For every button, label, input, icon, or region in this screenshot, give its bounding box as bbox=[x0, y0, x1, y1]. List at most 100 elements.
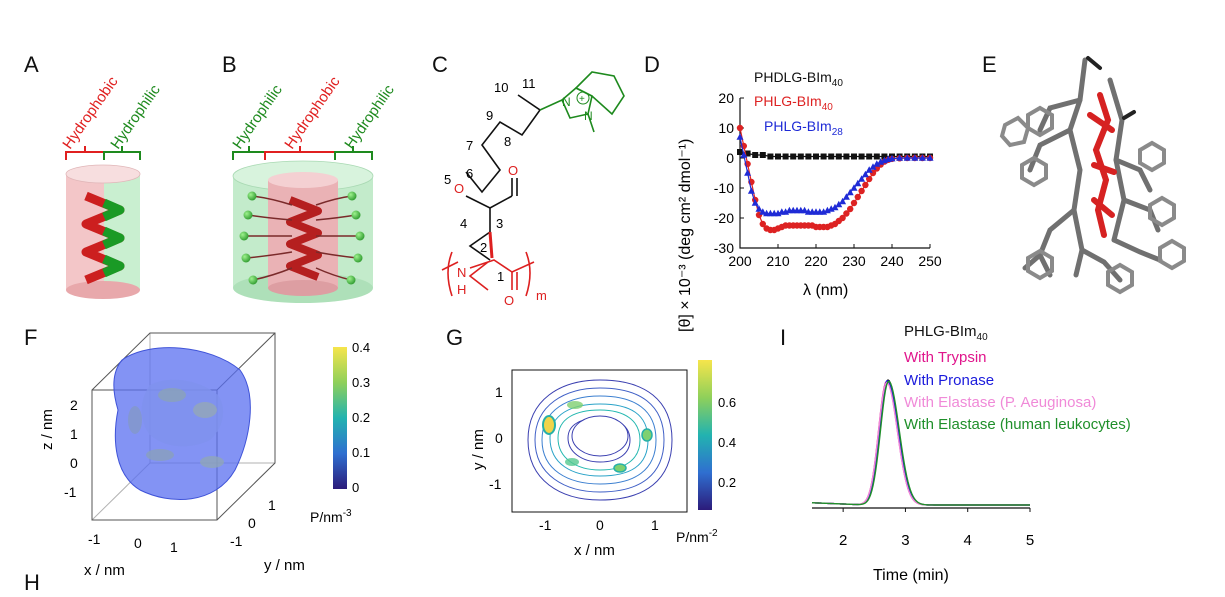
panel-letter-c: C bbox=[432, 52, 448, 77]
panel-i-chart: 2 3 4 5 Time (min) PHLG-BIm40 With Trypsin … bbox=[811, 323, 1131, 584]
atom-n-amide: N bbox=[457, 265, 466, 280]
d-point bbox=[782, 153, 789, 160]
d-point bbox=[839, 197, 847, 205]
carbon-number-9: 9 bbox=[486, 108, 493, 123]
panel-e-molecule bbox=[999, 56, 1186, 295]
d-ytick-label: -30 bbox=[714, 240, 734, 256]
d-point bbox=[751, 199, 759, 206]
carbon-number-11: 11 bbox=[522, 76, 536, 91]
f-cbar-tick-0.4: 0.4 bbox=[352, 340, 370, 355]
chart-f-zlabel: z / nm bbox=[39, 409, 56, 450]
g-ytick-m1: -1 bbox=[489, 476, 502, 492]
d-ytick-label: -20 bbox=[714, 210, 734, 226]
legend-i-elastase-hl: With Elastase (human leukocytes) bbox=[904, 416, 1131, 433]
d-point bbox=[858, 153, 865, 160]
f-ztick-1: 1 bbox=[70, 426, 78, 442]
label-hydrophilic-b-left: Hydrophilic bbox=[229, 81, 286, 152]
f-ytick-m1: -1 bbox=[230, 533, 243, 549]
d-point bbox=[858, 187, 865, 195]
d-point bbox=[747, 187, 755, 194]
d-point bbox=[744, 169, 752, 176]
d-point bbox=[813, 153, 819, 160]
g-cbar-tick-0.2: 0.2 bbox=[718, 475, 736, 490]
f-ztick-0: 0 bbox=[70, 455, 78, 471]
atom-n-methyl: N bbox=[584, 109, 593, 123]
d-point bbox=[846, 188, 854, 196]
d-point bbox=[896, 154, 904, 161]
d-point bbox=[843, 153, 850, 160]
chart-f-ylabel: y / nm bbox=[264, 557, 305, 574]
d-point bbox=[926, 154, 934, 161]
carbon-number-6: 6 bbox=[466, 166, 473, 181]
panel-letter-g: G bbox=[446, 325, 463, 350]
chart-d-series bbox=[736, 124, 934, 234]
d-point bbox=[842, 193, 850, 200]
d-point bbox=[865, 166, 873, 173]
legend-i-elastase-pa: With Elastase (P. Aeuginosa) bbox=[904, 394, 1096, 411]
panel-f-3d-plot: 2 1 0 -1 -1 0 1 -1 0 1 z / nm x / nm y /… bbox=[39, 332, 370, 579]
chart-d-ticks: 200 210 220 230 240 250 20 10 0 -10 -20 -30 bbox=[714, 90, 942, 269]
d-point bbox=[744, 150, 751, 157]
d-point bbox=[752, 152, 759, 158]
d-point bbox=[858, 175, 866, 182]
g-ytick-0: 0 bbox=[495, 430, 503, 446]
d-point bbox=[866, 175, 873, 183]
legend-d-phlg-28: PHLG-BIm28 bbox=[764, 118, 843, 138]
chart-i-ticks: 2 3 4 5 bbox=[839, 508, 1034, 549]
panel-letter-e: E bbox=[982, 52, 997, 77]
carbon-number-3: 3 bbox=[496, 216, 503, 231]
d-ytick-label: 10 bbox=[718, 120, 734, 136]
d-point bbox=[881, 153, 888, 160]
d-point bbox=[790, 153, 797, 160]
d-point bbox=[854, 193, 861, 201]
chart-i-legend: PHLG-BIm40 With Trypsin With Pronase Wit… bbox=[904, 323, 1131, 433]
chart-f-xlabel: x / nm bbox=[84, 562, 125, 579]
d-point bbox=[759, 208, 767, 215]
i-xtick-label: 3 bbox=[901, 532, 909, 549]
panel-a: Hydrophobic Hydrophilic bbox=[59, 73, 164, 299]
colorbar-f bbox=[333, 347, 347, 489]
g-xtick-m1: -1 bbox=[539, 517, 552, 533]
f-xtick-m1: -1 bbox=[88, 531, 101, 547]
carbon-number-1: 1 bbox=[497, 269, 504, 284]
carbon-number-4: 4 bbox=[460, 216, 467, 231]
d-point bbox=[736, 133, 744, 140]
panel-b: Hydrophilic Hydrophobic Hydrophilic bbox=[229, 73, 398, 303]
g-xtick-1: 1 bbox=[651, 517, 659, 533]
panel-letter-h: H bbox=[24, 570, 40, 595]
d-point bbox=[854, 179, 862, 187]
colorbar-g bbox=[698, 360, 712, 510]
d-point bbox=[862, 181, 869, 189]
carbon-number-5: 5 bbox=[444, 172, 451, 187]
d-point bbox=[759, 152, 766, 158]
d-point bbox=[767, 153, 774, 160]
colorbar-f-ticks: 0.4 0.3 0.2 0.1 0 bbox=[352, 340, 370, 495]
density-isosurface bbox=[113, 347, 251, 500]
d-point bbox=[755, 205, 763, 212]
d-point bbox=[775, 153, 781, 160]
d-point bbox=[847, 205, 854, 213]
label-hydrophilic-b-right: Hydrophilic bbox=[341, 81, 398, 152]
contour-hotspots bbox=[542, 401, 653, 473]
d-point bbox=[843, 210, 850, 217]
d-point bbox=[850, 199, 858, 207]
carbon-number-8: 8 bbox=[504, 134, 511, 149]
f-ytick-0: 0 bbox=[248, 515, 256, 531]
d-point bbox=[866, 153, 873, 160]
chart-g-xlabel: x / nm bbox=[574, 542, 615, 559]
i-xtick-label: 4 bbox=[964, 532, 972, 549]
d-point bbox=[797, 153, 804, 160]
i-series-line-4 bbox=[811, 380, 1030, 506]
d-xtick-label: 250 bbox=[918, 253, 942, 269]
d-point bbox=[903, 154, 911, 161]
carbon-number-10: 10 bbox=[494, 80, 508, 95]
i-xtick-label: 5 bbox=[1026, 532, 1034, 549]
d-point bbox=[835, 200, 843, 208]
g-cbar-tick-0.4: 0.4 bbox=[718, 435, 736, 450]
panel-letter-i: I bbox=[780, 325, 786, 350]
d-point bbox=[911, 154, 919, 161]
amphiphilic-cylinder-a bbox=[65, 164, 141, 299]
d-point bbox=[820, 153, 827, 160]
